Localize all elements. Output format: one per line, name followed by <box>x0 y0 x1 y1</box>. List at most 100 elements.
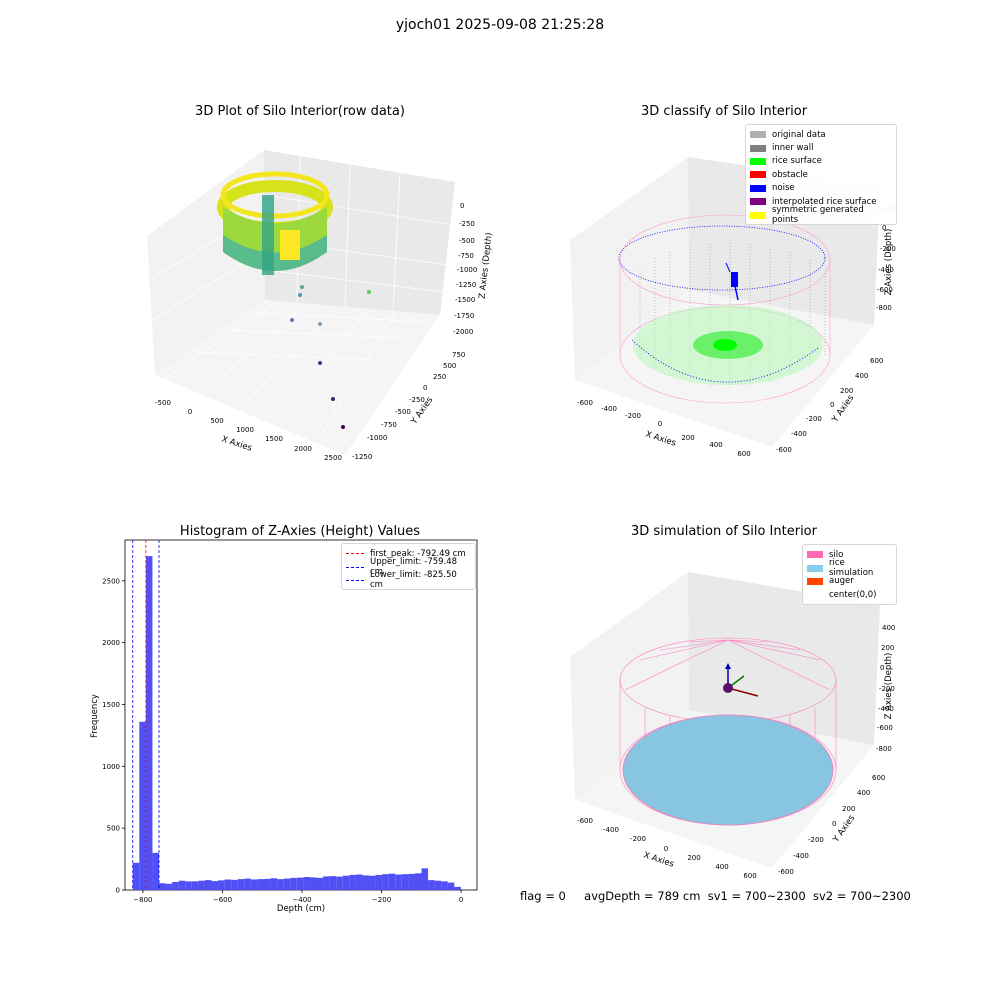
p2-ztick: 0 <box>882 224 886 232</box>
p1-ztick: -1000 <box>457 266 477 274</box>
sv1-text: sv1 = 700~2300 <box>707 889 806 903</box>
legend-item: inner wall <box>750 141 891 154</box>
p4-xlabel: X Axies <box>642 850 675 869</box>
hist-bar <box>303 877 310 890</box>
p1-xlabel: X Axies <box>220 434 253 453</box>
p4-ztick: 400 <box>882 624 895 632</box>
panel2-legend: original data inner wall rice surface ob… <box>745 124 897 225</box>
hist-bar <box>382 874 389 890</box>
legend-item: interpolated rice surface <box>750 195 891 208</box>
hist-bar <box>290 877 297 890</box>
p2-ztick: -400 <box>878 266 894 274</box>
p1-ytick: -250 <box>409 396 425 404</box>
hist-bar <box>316 877 324 890</box>
p1-ytick: -1000 <box>367 434 387 442</box>
panel2-y-ticks: 600 400 200 0 -200 -400 -600 <box>776 357 883 454</box>
hist-bar <box>145 556 153 890</box>
panel1-wall-scatter <box>217 171 333 275</box>
hist-bar <box>218 880 225 890</box>
legend-line <box>346 553 364 555</box>
hist-xtick-label: −400 <box>292 896 311 904</box>
p1-xtick: 1500 <box>265 435 283 443</box>
p2-xtick: -200 <box>625 412 641 420</box>
legend-item: Upper_limit: -759.48 cm <box>346 557 470 577</box>
p2-ytick: -600 <box>776 446 792 454</box>
hist-bar <box>132 862 140 890</box>
hist-bar <box>355 874 363 890</box>
hist-bar <box>244 878 251 890</box>
p4-ytick: -600 <box>778 868 794 876</box>
panel2-rice-surface <box>633 305 823 385</box>
p4-ytick: -400 <box>793 852 809 860</box>
panel1-x-ticks: -500 0 500 1000 1500 2000 2500 <box>155 399 342 462</box>
p1-ztick: -500 <box>459 237 475 245</box>
hist-bar <box>172 881 179 890</box>
p4-ytick: -200 <box>808 836 824 844</box>
panel4-legend: silo rice simulation auger center(0,0) <box>802 544 897 605</box>
hist-bar <box>250 879 258 890</box>
panel4-silo-base <box>622 714 834 826</box>
legend-swatch <box>807 591 823 599</box>
panel1-title: 3D Plot of Silo Interior(row data) <box>195 104 405 119</box>
hist-bar <box>139 721 146 890</box>
hist-bar <box>428 880 435 890</box>
hist-ytick-label: 2500 <box>102 577 120 585</box>
hist-ylabel: Frequency <box>90 694 100 738</box>
hist-bar <box>237 879 245 890</box>
hist-ytick-label: 1500 <box>102 701 120 709</box>
hist-bar <box>447 882 455 890</box>
hist-bar <box>296 877 304 890</box>
hist-bar <box>270 878 278 890</box>
hist-bar <box>395 874 402 890</box>
panel1-3d-raw-plot: -500 0 500 1000 1500 2000 2500 X Axies 7… <box>147 150 495 462</box>
legend-item: original data <box>750 128 891 141</box>
p1-ytick: -1250 <box>352 453 372 461</box>
hist-bar <box>159 883 166 890</box>
panel3-legend: first_peak: -792.49 cm Upper_limit: -759… <box>341 543 476 590</box>
hist-bar <box>264 878 271 890</box>
avg-depth-text: avgDepth = 789 cm <box>584 889 701 903</box>
hist-bar <box>369 875 376 890</box>
hist-bar <box>342 875 350 890</box>
p2-zlabel: Z Axies (Depth) <box>884 229 894 296</box>
p1-ztick: -250 <box>459 220 475 228</box>
panel4-3d-simulation-plot: -600 -400 -200 0 200 400 600 X Axies 600… <box>570 572 895 880</box>
p1-zlabel: Z Axies (Depth) <box>478 232 495 299</box>
panel1-z-ticks: 0 -250 -500 -750 -1000 -1250 -1500 -1750… <box>453 202 477 336</box>
legend-item: rice simulation <box>807 558 891 578</box>
p4-zlabel: Z Axies (Depth) <box>884 653 894 720</box>
hist-ytick-label: 1000 <box>102 763 120 771</box>
p4-ytick: 200 <box>842 805 855 813</box>
p4-ztick: -600 <box>877 724 893 732</box>
panel2-title: 3D classify of Silo Interior <box>640 104 808 119</box>
hist-bar <box>388 873 396 890</box>
flag-text: flag = 0 <box>520 889 566 903</box>
legend-item: silo <box>807 548 891 561</box>
panel2-x-ticks: -600 -400 -200 0 200 400 600 <box>577 399 751 458</box>
p4-ytick: 600 <box>872 774 885 782</box>
hist-bar <box>277 879 284 890</box>
legend-item: center(0,0) <box>807 588 891 601</box>
panel4-auger <box>723 663 759 697</box>
legend-item: rice surface <box>750 155 891 168</box>
hist-bar <box>329 876 337 890</box>
p2-ytick: 0 <box>830 401 834 409</box>
hist-y-ticks: 0 500 1000 1500 2000 2500 <box>102 577 125 895</box>
p2-ylabel: Y Axies <box>830 393 857 425</box>
p1-ztick: 0 <box>460 202 464 210</box>
hist-bar <box>283 878 291 890</box>
panel4-title: 3D simulation of Silo Interior <box>631 524 817 539</box>
hist-plot-area <box>124 539 478 891</box>
p2-ytick: 600 <box>870 357 883 365</box>
p1-xtick: -500 <box>155 399 171 407</box>
hist-bar <box>204 880 212 890</box>
legend-item: Lower_limit: -825.50 cm <box>346 570 470 590</box>
p2-ytick: 200 <box>840 387 853 395</box>
legend-swatch <box>750 171 766 179</box>
panel1-noise-points <box>290 285 371 429</box>
hist-x-ticks: −800 −600 −400 −200 0 <box>133 890 463 904</box>
hist-bar <box>434 880 442 890</box>
p1-xtick: 0 <box>188 408 192 416</box>
p2-xtick: -400 <box>601 405 617 413</box>
panel3-title: Histogram of Z-Axies (Height) Values <box>179 524 421 539</box>
